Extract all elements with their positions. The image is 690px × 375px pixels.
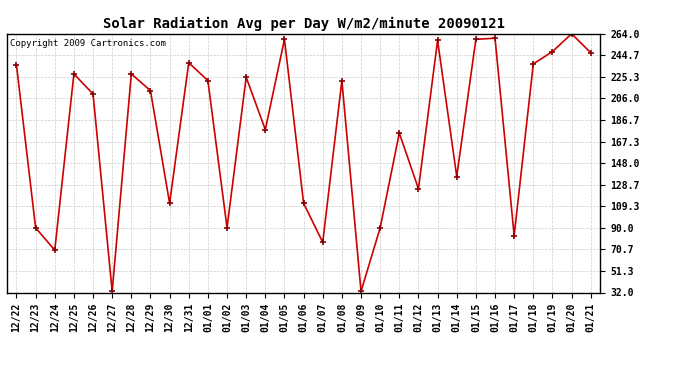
Title: Solar Radiation Avg per Day W/m2/minute 20090121: Solar Radiation Avg per Day W/m2/minute … <box>103 17 504 31</box>
Text: Copyright 2009 Cartronics.com: Copyright 2009 Cartronics.com <box>10 39 166 48</box>
